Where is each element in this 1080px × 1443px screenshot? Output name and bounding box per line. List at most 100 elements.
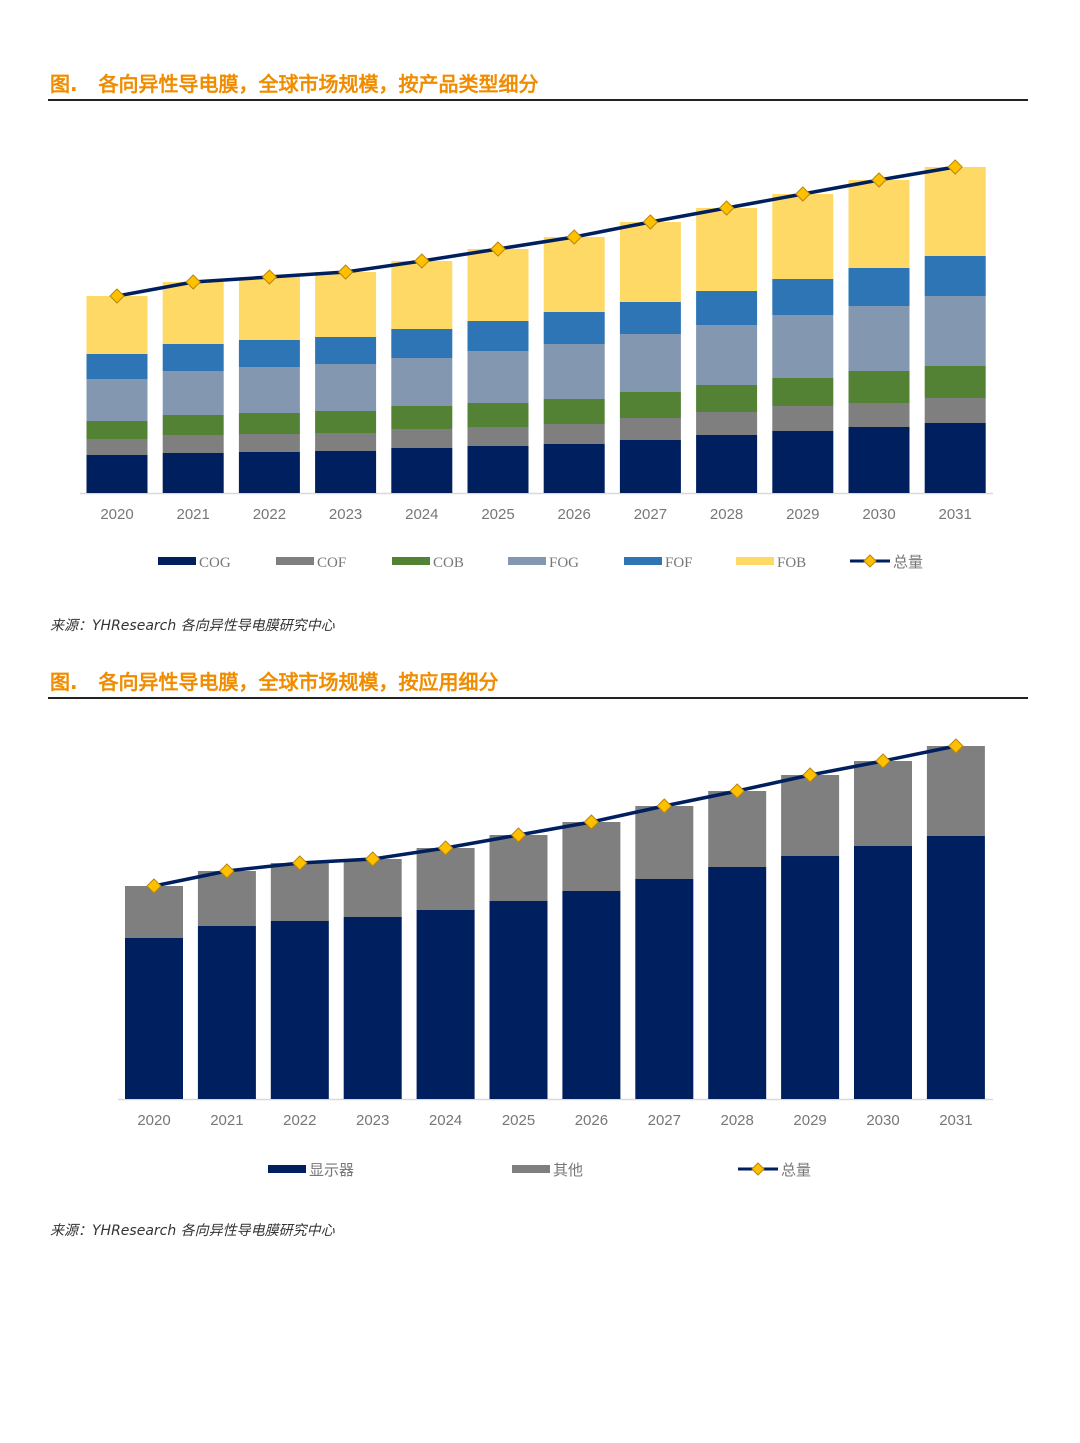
bar-显示器-2030 [854, 846, 912, 1099]
bar-FOG-2027 [619, 334, 681, 392]
legend-marker-total [751, 1162, 765, 1176]
legend-label-其他: 其他 [553, 1162, 583, 1179]
legend-swatch-FOG [508, 557, 546, 565]
bar-COF-2024 [391, 429, 453, 448]
bar-FOB-2031 [924, 167, 986, 256]
bar-COF-2031 [924, 398, 986, 423]
bar-COB-2027 [619, 392, 681, 418]
bar-其他-2027 [635, 806, 694, 879]
total-marker-2029 [802, 767, 818, 783]
bar-显示器-2021 [197, 926, 256, 1099]
x-tick-label-2029: 2029 [793, 1112, 826, 1129]
bar-FOG-2024 [391, 358, 453, 406]
total-marker-2029 [795, 186, 811, 202]
legend-marker-total [863, 554, 877, 568]
chart1: 2020 2021 2022 2023 2024 2025 2026 2027 2028 2029… [80, 159, 993, 571]
bar-其他-2025 [489, 835, 548, 901]
total-marker-2021 [219, 863, 235, 879]
legend-label-FOB: FOB [777, 555, 806, 571]
legend-swatch-FOB [736, 557, 774, 565]
bar-FOG-2029 [772, 315, 834, 378]
bar-FOG-2026 [543, 344, 605, 399]
bar-COG-2031 [924, 423, 986, 493]
bar-FOF-2026 [543, 312, 605, 344]
bar-显示器-2020 [125, 938, 183, 1099]
legend-label-FOF: FOF [665, 555, 693, 571]
bar-COB-2023 [315, 411, 377, 433]
chart1-title-rule [48, 99, 1028, 101]
bar-FOF-2027 [619, 302, 681, 334]
total-marker-2026 [583, 814, 600, 830]
bar-COG-2027 [619, 440, 681, 493]
bar-FOF-2020 [86, 354, 148, 379]
bar-COF-2026 [543, 424, 605, 444]
x-tick-label-2021: 2021 [210, 1112, 243, 1129]
bar-COB-2020 [86, 421, 148, 439]
bar-显示器-2031 [926, 836, 985, 1099]
x-tick-label-2023: 2023 [329, 506, 362, 523]
bar-COF-2025 [467, 427, 529, 446]
bar-FOB-2030 [848, 180, 910, 268]
bar-FOB-2026 [543, 237, 605, 312]
total-marker-2021 [185, 274, 201, 290]
legend-label-COB: COB [433, 555, 464, 571]
x-tick-label-2020: 2020 [137, 1112, 170, 1129]
bar-COB-2029 [772, 378, 834, 406]
bar-其他-2023 [343, 859, 402, 917]
bar-FOB-2023 [315, 272, 377, 337]
bar-COF-2030 [848, 403, 910, 427]
x-tick-label-2027: 2027 [648, 1112, 681, 1129]
bar-FOF-2029 [772, 279, 834, 315]
bar-COB-2028 [696, 385, 758, 412]
total-marker-2027 [656, 798, 673, 814]
x-tick-label-2027: 2027 [634, 506, 667, 523]
bar-其他-2029 [781, 775, 840, 856]
bar-FOF-2023 [315, 337, 377, 364]
bar-FOF-2030 [848, 268, 910, 306]
bar-FOB-2022 [238, 277, 300, 340]
chart2-title: 图. 各向异性导电膜，全球市场规模，按应用细分 [50, 670, 499, 694]
x-tick-label-2028: 2028 [721, 1112, 754, 1129]
legend-label-COF: COF [317, 555, 346, 571]
x-tick-label-2028: 2028 [710, 506, 743, 523]
bar-COF-2023 [315, 433, 377, 451]
x-tick-label-2025: 2025 [481, 506, 514, 523]
bar-COG-2029 [772, 431, 834, 493]
bar-COF-2028 [696, 412, 758, 435]
x-tick-label-2030: 2030 [866, 1112, 899, 1129]
bar-FOG-2030 [848, 306, 910, 371]
chart1-source: 来源：YHResearch 各向异性导电膜研究中心 [50, 618, 335, 634]
legend-swatch-显示器 [268, 1165, 306, 1173]
legend-label-FOG: FOG [549, 555, 579, 571]
bar-FOG-2023 [315, 364, 377, 411]
bar-COG-2025 [467, 446, 529, 493]
bar-COF-2021 [162, 435, 224, 453]
bar-COF-2022 [238, 434, 300, 452]
total-marker-2020 [109, 288, 125, 304]
bar-COG-2024 [391, 448, 453, 493]
total-marker-2025 [510, 827, 527, 843]
x-tick-label-2024: 2024 [405, 506, 438, 523]
legend-label-total: 总量 [781, 1162, 811, 1179]
bar-COB-2026 [543, 399, 605, 424]
legend-label-显示器: 显示器 [309, 1163, 354, 1179]
bar-FOF-2031 [924, 256, 986, 296]
bar-FOB-2028 [696, 208, 758, 291]
bar-COF-2027 [619, 418, 681, 440]
bar-COG-2026 [543, 444, 605, 493]
total-line [153, 744, 957, 888]
x-tick-label-2025: 2025 [502, 1112, 535, 1129]
bar-FOB-2021 [162, 282, 224, 344]
bar-显示器-2029 [781, 856, 840, 1099]
bar-FOF-2024 [391, 329, 453, 358]
bar-FOB-2024 [391, 261, 453, 329]
bar-COB-2025 [467, 403, 529, 427]
legend-swatch-其他 [512, 1165, 550, 1173]
bar-显示器-2028 [708, 867, 767, 1099]
bar-COG-2028 [696, 435, 758, 493]
x-tick-label-2022: 2022 [253, 506, 286, 523]
chart2: 2020 2021 2022 2023 2024 2025 2026 2027 2028 2029… [118, 738, 993, 1179]
bar-COG-2023 [315, 451, 377, 493]
total-marker-2024 [414, 253, 430, 269]
